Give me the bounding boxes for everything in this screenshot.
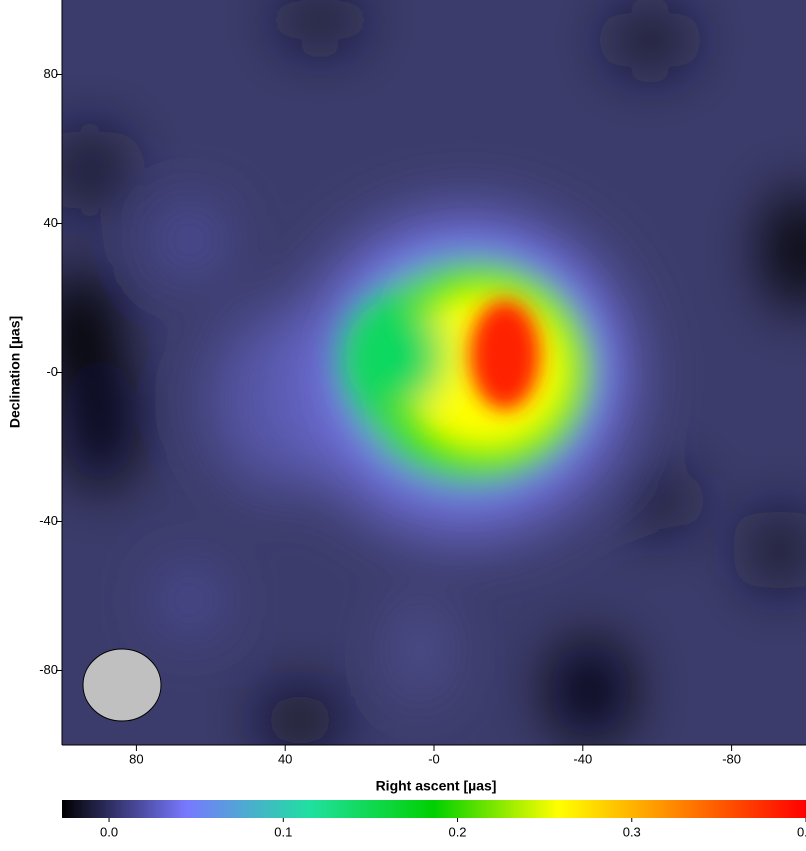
x-tick-label: -80 — [722, 751, 741, 766]
x-tick-label: -0 — [428, 751, 440, 766]
y-tick-label: -80 — [39, 662, 58, 677]
y-tick-label: -0 — [46, 364, 58, 379]
y-axis-label: Declination [µas] — [7, 316, 23, 428]
colorbar — [62, 800, 806, 818]
y-tick-label: -40 — [39, 513, 58, 528]
chart: Right ascent [µas] Declination [µas] 80 4… — [0, 0, 806, 846]
x-axis-label: Right ascent [µas] — [376, 778, 497, 794]
colorbar-tick-label: 0.2 — [448, 824, 466, 839]
image — [40, 0, 806, 750]
x-tick-label: -40 — [573, 751, 592, 766]
y-tick-label: 80 — [44, 66, 58, 81]
y-tick-label: 40 — [44, 215, 58, 230]
x-tick-label: 40 — [278, 751, 292, 766]
colorbar-tick-label: 0.4 — [797, 824, 806, 839]
colorbar-tick-label: 0.1 — [274, 824, 292, 839]
x-tick-label: 80 — [129, 751, 143, 766]
colorbar-tick-label: 0.0 — [100, 824, 118, 839]
colorbar-tick-label: 0.3 — [623, 824, 641, 839]
